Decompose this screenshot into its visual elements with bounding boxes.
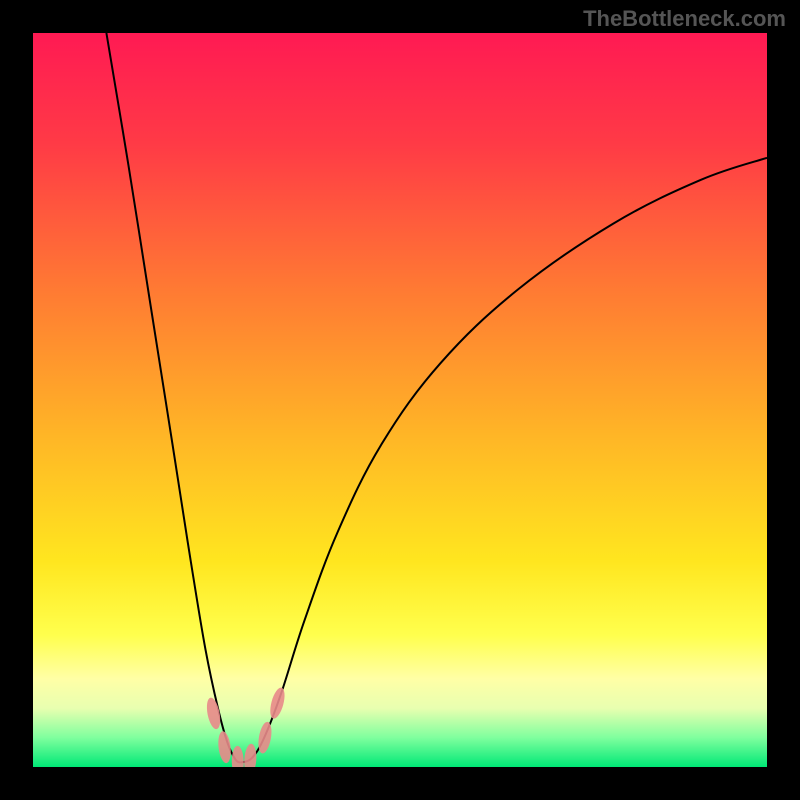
valley-marker bbox=[217, 731, 233, 764]
valley-marker bbox=[267, 686, 287, 720]
valley-marker bbox=[231, 746, 244, 767]
chart-svg bbox=[33, 33, 767, 767]
curve-left bbox=[106, 33, 240, 763]
watermark-text: TheBottleneck.com bbox=[583, 6, 786, 32]
valley-marker bbox=[243, 743, 257, 767]
canvas-root: TheBottleneck.com bbox=[0, 0, 800, 800]
curve-right bbox=[241, 158, 767, 763]
plot-area bbox=[33, 33, 767, 767]
